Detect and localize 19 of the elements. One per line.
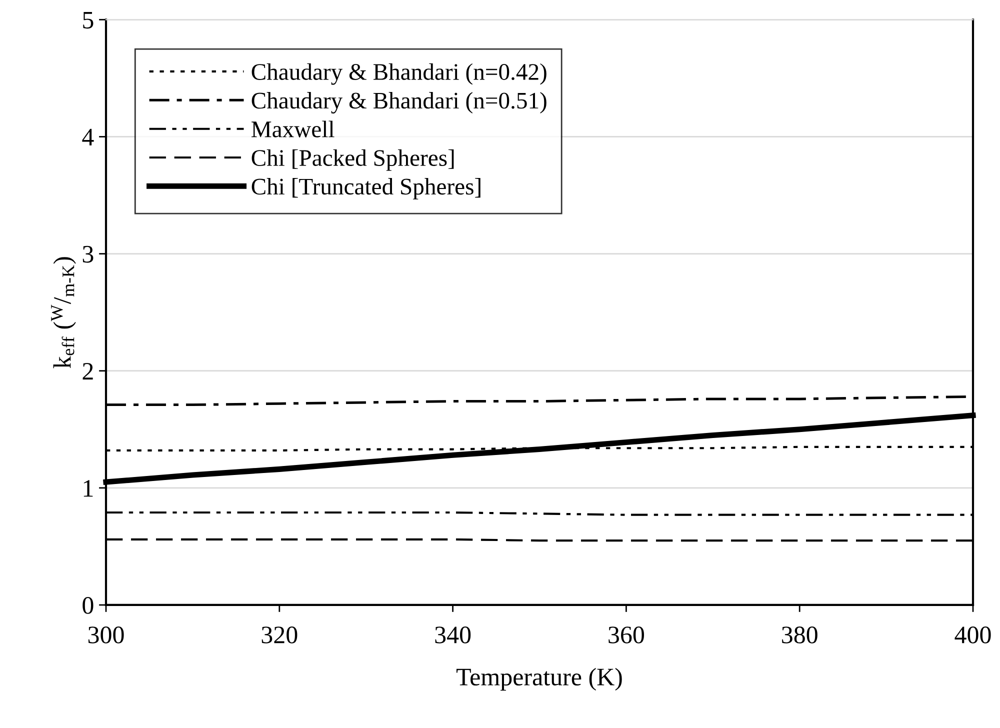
x-tick-label: 300: [88, 626, 124, 644]
legend-label: Chaudary & Bhandari (n=0.51): [252, 92, 546, 114]
x-axis-title: Temperature (K): [456, 668, 622, 691]
y-tick-label: 3: [82, 246, 94, 263]
y-tick-label: 5: [83, 12, 94, 29]
x-tick-label: 340: [435, 626, 471, 644]
legend-label: Chi [Packed Spheres]: [252, 149, 454, 171]
x-tick-label: 380: [782, 626, 818, 644]
legend-label: Chaudary & Bhandari (n=0.42): [252, 63, 546, 85]
y-tick-label: 4: [82, 128, 94, 146]
x-tick-label: 320: [262, 626, 298, 644]
legend-label: Chi [Truncated Spheres]: [252, 178, 480, 200]
y-tick-label: 2: [82, 362, 93, 380]
x-tick-label: 400: [954, 626, 991, 644]
y-tick-label: 1: [84, 480, 93, 497]
y-axis-title: k$_{eff}$ ($^{W}$/$_{m-K}$): [51, 257, 76, 368]
y-tick-label: 0: [82, 597, 94, 614]
x-tick-label: 360: [608, 626, 644, 644]
legend-label: Maxwell: [252, 120, 334, 138]
